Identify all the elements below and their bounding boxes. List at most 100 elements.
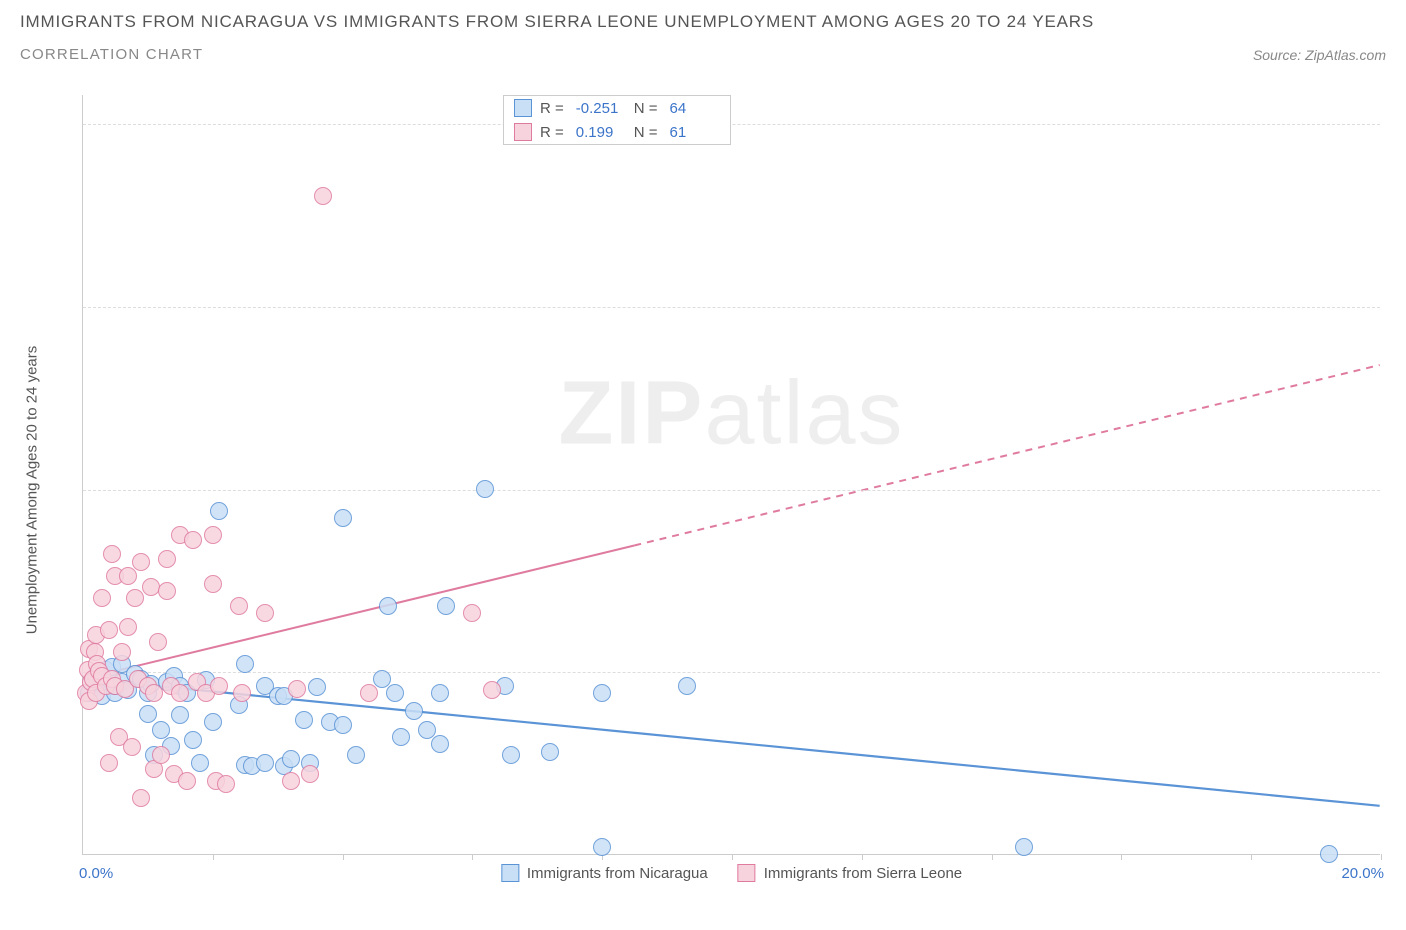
y-axis-label: Unemployment Among Ages 20 to 24 years [24,346,41,635]
chart-title: IMMIGRANTS FROM NICARAGUA VS IMMIGRANTS … [20,12,1386,32]
scatter-point [113,643,131,661]
legend-item-nicaragua: Immigrants from Nicaragua [501,864,708,882]
scatter-point [314,187,332,205]
scatter-point [217,775,235,793]
x-tick [343,854,344,860]
scatter-point [431,684,449,702]
scatter-point [593,838,611,856]
scatter-point [301,765,319,783]
swatch-sierra-leone [738,864,756,882]
scatter-point [678,677,696,695]
scatter-point [360,684,378,702]
gridline [83,124,1380,125]
scatter-point [230,597,248,615]
scatter-point [379,597,397,615]
scatter-point [126,589,144,607]
correlation-legend: R = -0.251 N = 64 R = 0.199 N = 61 [503,95,731,145]
scatter-point [103,545,121,563]
scatter-point [437,597,455,615]
scatter-point [100,621,118,639]
scatter-point [233,684,251,702]
scatter-point [295,711,313,729]
chart-subtitle: CORRELATION CHART [20,46,203,63]
scatter-point [347,746,365,764]
x-axis-min-label: 0.0% [79,865,113,882]
plot-area: ZIPatlas R = -0.251 N = 64 R = 0.199 N =… [82,95,1380,855]
swatch-nicaragua [501,864,519,882]
x-tick [862,854,863,860]
scatter-point [210,502,228,520]
x-tick [1381,854,1382,860]
x-tick [732,854,733,860]
scatter-point [152,746,170,764]
scatter-point [119,618,137,636]
scatter-point [431,735,449,753]
r-value-nicaragua: -0.251 [576,100,626,117]
scatter-point [158,550,176,568]
swatch-nicaragua [514,99,532,117]
x-tick [1251,854,1252,860]
x-tick [213,854,214,860]
scatter-point [502,746,520,764]
correlation-chart: Unemployment Among Ages 20 to 24 years Z… [60,95,1380,885]
scatter-point [210,677,228,695]
scatter-point [373,670,391,688]
watermark-a: ZIP [558,363,704,463]
x-tick [472,854,473,860]
legend-row-nicaragua: R = -0.251 N = 64 [504,96,730,120]
scatter-point [405,702,423,720]
scatter-point [132,789,150,807]
scatter-point [256,604,274,622]
scatter-point [593,684,611,702]
scatter-point [158,582,176,600]
n-label: N = [634,124,658,141]
scatter-point [256,754,274,772]
scatter-point [191,754,209,772]
scatter-point [1320,845,1338,863]
scatter-point [282,750,300,768]
scatter-point [204,575,222,593]
x-tick [992,854,993,860]
scatter-point [288,680,306,698]
n-label: N = [634,100,658,117]
scatter-point [204,526,222,544]
scatter-point [152,721,170,739]
scatter-point [184,731,202,749]
scatter-point [123,738,141,756]
subtitle-row: CORRELATION CHART Source: ZipAtlas.com [20,46,1386,63]
y-tick-label: 25.0% [1390,481,1406,498]
scatter-point [171,684,189,702]
legend-label-nicaragua: Immigrants from Nicaragua [527,865,708,882]
legend-row-sierra-leone: R = 0.199 N = 61 [504,120,730,144]
swatch-sierra-leone [514,123,532,141]
r-label: R = [540,100,564,117]
scatter-point [476,480,494,498]
scatter-point [178,772,196,790]
source-attribution: Source: ZipAtlas.com [1253,47,1386,63]
series-legend: Immigrants from Nicaragua Immigrants fro… [501,864,962,882]
scatter-point [236,655,254,673]
gridline [83,307,1380,308]
scatter-point [334,509,352,527]
chart-header: IMMIGRANTS FROM NICARAGUA VS IMMIGRANTS … [0,0,1406,63]
r-label: R = [540,124,564,141]
y-tick-label: 50.0% [1390,116,1406,133]
scatter-point [149,633,167,651]
x-axis-max-label: 20.0% [1341,865,1384,882]
watermark-b: atlas [704,363,904,463]
scatter-point [308,678,326,696]
x-tick [1121,854,1122,860]
scatter-point [119,567,137,585]
scatter-point [392,728,410,746]
n-value-sierra-leone: 61 [670,124,720,141]
scatter-point [204,713,222,731]
y-tick-label: 37.5% [1390,298,1406,315]
scatter-point [171,706,189,724]
scatter-point [463,604,481,622]
scatter-point [184,531,202,549]
trend-lines-layer [83,95,1380,854]
legend-item-sierra-leone: Immigrants from Sierra Leone [738,864,962,882]
scatter-point [93,589,111,607]
scatter-point [139,705,157,723]
scatter-point [418,721,436,739]
